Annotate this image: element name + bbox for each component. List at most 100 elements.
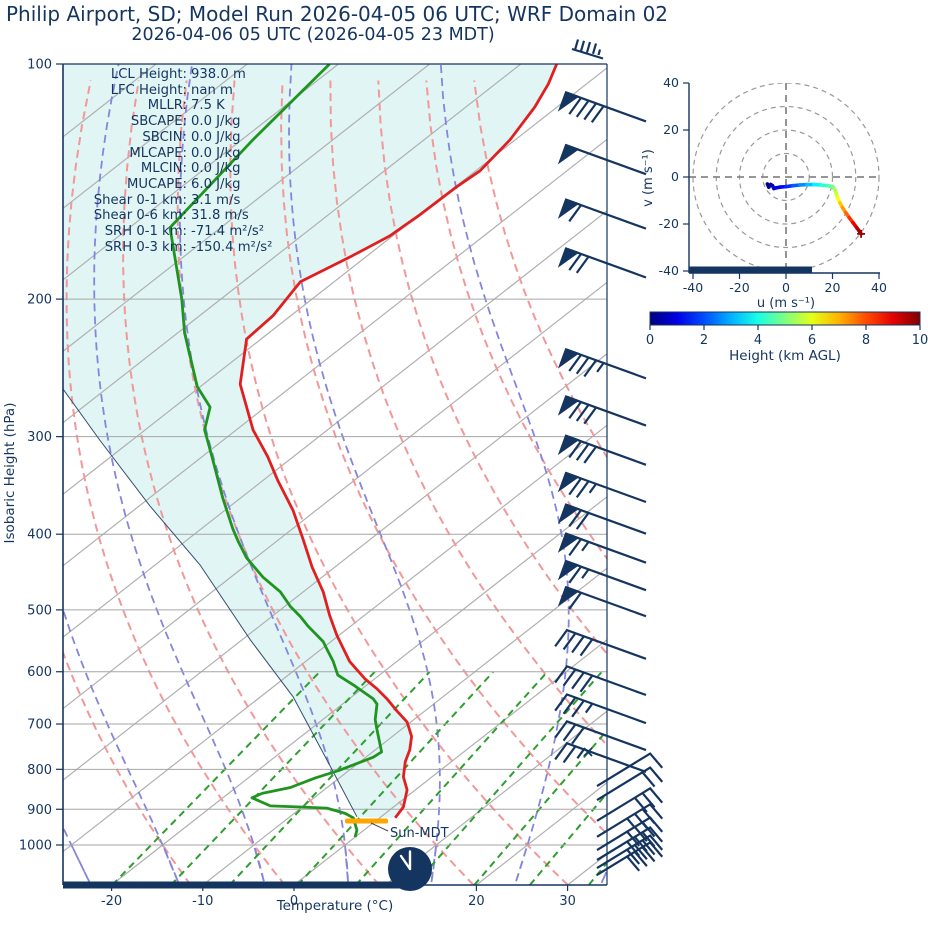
wind-barb: [554, 628, 647, 660]
stat-value: -71.4 m²/s²: [191, 224, 265, 240]
wind-barb-column: [554, 91, 664, 876]
hodograph-inset: -40 -20 0 20 40 -40 -20 0 20 40: [659, 75, 887, 295]
isotherm-line: [202, 567, 607, 885]
stat-value: 31.8 m/s: [191, 208, 249, 224]
sun-position-marker: [345, 818, 388, 824]
dry-adiabat-line: [229, 80, 569, 885]
pressure-tick-label: 1000: [19, 839, 52, 854]
isotherm-line: [63, 64, 522, 424]
stat-value: -150.4 m²/s²: [191, 239, 273, 255]
wind-barb: [557, 434, 647, 466]
mixing-ratio-line: [297, 671, 495, 885]
hodograph-ground-bar: [689, 266, 812, 274]
pressure-tick-label: 700: [27, 718, 52, 733]
colorbar-gradient: [649, 311, 921, 326]
dry-adiabat-line: [176, 80, 475, 885]
hodograph-x-axis-label: u (m s⁻¹): [757, 296, 815, 311]
colorbar-tick-label: 0: [646, 333, 654, 348]
wind-barb-icon: [571, 39, 604, 60]
moist-adiabat-line: [178, 64, 349, 884]
wind-barb: [596, 752, 664, 787]
dry-adiabat-line: [280, 80, 607, 836]
stat-value: 6.0 J/kg: [191, 176, 241, 192]
isotherm-line: [63, 353, 607, 781]
pressure-tick-label: 400: [27, 528, 52, 543]
isotherm-line: [63, 138, 607, 567]
isotherm-line: [63, 64, 430, 353]
wind-barb: [596, 766, 664, 801]
wind-barb: [596, 786, 664, 822]
sounding-stats-box: LCL Height: 938.0 m LFC Height: nan m MLLR: 7…: [70, 67, 273, 255]
wind-barb: [557, 471, 647, 504]
wind-barb: [557, 559, 647, 592]
pressure-axis-label: Isobaric Height (hPa): [2, 403, 18, 544]
wind-barb: [557, 198, 647, 230]
stat-label: SBCAPE:: [130, 114, 187, 130]
pressure-gridlines: [63, 298, 607, 846]
mixing-ratio-line: [170, 671, 376, 885]
stat-label: MLLR:: [147, 98, 187, 114]
dry-adiabat-line: [473, 80, 607, 460]
hodograph-y-tick-label: 20: [663, 122, 679, 137]
isotherm-line: [63, 424, 607, 853]
hodograph-x-tick-label: 40: [871, 280, 887, 295]
temperature-tick-label: 30: [559, 894, 576, 909]
cin-shade: [63, 64, 557, 818]
pressure-tick-label: 200: [27, 293, 52, 308]
moist-adiabat-line: [439, 64, 570, 884]
pressure-tick-label: 300: [27, 430, 52, 445]
stat-label: LCL Height:: [110, 67, 187, 82]
stat-label: Shear 0-6 km:: [93, 208, 187, 224]
temperature-tick-label: 0: [290, 894, 298, 909]
sun-annotation-label: Sun-MDT: [390, 826, 449, 841]
sounding-curves: [63, 64, 558, 838]
stat-value: nan m: [191, 82, 233, 98]
temperature-tick-label: -20: [101, 894, 122, 909]
hodograph-x-tick-label: -40: [683, 280, 703, 295]
stat-value: 938.0 m: [191, 67, 246, 82]
colorbar-tick-label: 10: [912, 333, 928, 348]
moist-adiabat-line: [288, 64, 441, 884]
pressure-tick-label: 600: [27, 665, 52, 680]
isotherm-line: [293, 638, 607, 885]
wind-barb: [557, 532, 647, 564]
mixing-ratio-line: [588, 861, 607, 885]
figure-title: Philip Airport, SD; Model Run 2026-04-05…: [6, 2, 669, 26]
clock-hour-hand: [399, 854, 412, 871]
stat-label: SBCIN:: [142, 129, 187, 145]
mixing-ratio-line: [413, 671, 603, 885]
stat-value: 0.0 J/kg: [191, 114, 241, 130]
temperature-tick-label: -10: [192, 894, 213, 909]
stat-label: LFC Height:: [110, 82, 187, 98]
height-colorbar: 0 2 4 6 8 10: [646, 311, 928, 348]
temperature-tick-label: 20: [468, 894, 485, 909]
stat-label: Shear 0-1 km:: [93, 192, 187, 208]
colorbar-tick-label: 8: [862, 333, 870, 348]
hodograph-y-axis-label: v (m s⁻¹): [641, 149, 656, 207]
stat-label: MUCAPE:: [127, 176, 187, 192]
annotations: [63, 39, 604, 891]
moist-adiabat-line: [93, 64, 266, 884]
pressure-tick-label: 800: [27, 763, 52, 778]
sun-annotation-pointer: [370, 822, 389, 832]
dry-adiabat-line: [122, 80, 380, 885]
isotherm-line: [384, 710, 607, 885]
colorbar-tick-label: 2: [700, 333, 708, 348]
colorbar-tick-label: 6: [808, 333, 816, 348]
wind-barb: [557, 395, 647, 427]
stat-value: 0.0 J/kg: [191, 161, 241, 177]
wind-barb: [596, 826, 664, 861]
axis-tick-labels: 100 200 300 400 500 600 700 800 900 1000 -20 -10 0 20…: [19, 58, 576, 910]
moist-adiabat-line: [63, 606, 180, 884]
stat-label: SRH 0-1 km:: [104, 224, 187, 240]
hodograph-y-tick-label: 40: [663, 75, 679, 90]
wind-barb: [557, 143, 647, 176]
wind-barb: [557, 585, 647, 618]
wind-barb: [596, 834, 664, 869]
stat-label: MLCAPE:: [129, 145, 187, 161]
temperature-curve: [238, 64, 558, 819]
hodograph-x-tick-label: 20: [825, 280, 841, 295]
dry-adiabat-line: [377, 80, 607, 656]
